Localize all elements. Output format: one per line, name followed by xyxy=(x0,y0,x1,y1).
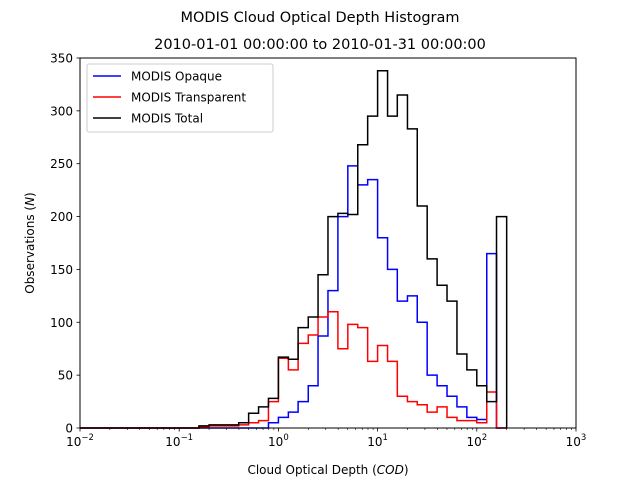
y-tick-label: 250 xyxy=(50,157,73,171)
x-axis-label: Cloud Optical Depth (COD) xyxy=(247,463,408,477)
y-tick-label: 100 xyxy=(50,316,73,330)
y-tick-label: 350 xyxy=(50,52,73,66)
y-axis-label: Observations (N) xyxy=(23,192,37,294)
series-line-1 xyxy=(80,165,507,429)
chart-title: MODIS Cloud Optical Depth Histogram xyxy=(180,10,459,26)
legend-label: MODIS Total xyxy=(131,112,203,126)
legend-frame xyxy=(86,63,274,133)
series-line-2 xyxy=(80,310,507,429)
x-tick-label: 100 xyxy=(268,433,289,449)
chart-subtitle: 2010-01-01 00:00:00 to 2010-01-31 00:00:… xyxy=(154,37,486,53)
x-tick-label: 103 xyxy=(566,433,587,449)
y-tick-label: 200 xyxy=(50,210,73,224)
x-tick-label: 101 xyxy=(367,433,388,449)
x-tick-label: 10−2 xyxy=(66,433,94,449)
x-tick-label: 102 xyxy=(466,433,487,449)
y-tick-label: 150 xyxy=(50,263,73,277)
y-tick-label: 300 xyxy=(50,104,73,118)
y-tick-label: 50 xyxy=(58,369,73,383)
plot-frame xyxy=(79,57,577,429)
legend-label: MODIS Opaque xyxy=(131,70,222,84)
x-tick-label: 10−1 xyxy=(165,433,193,449)
legend-label: MODIS Transparent xyxy=(131,91,246,105)
y-tick-label: 0 xyxy=(65,422,73,436)
legend: MODIS Opaque MODIS Transparent MODIS Total xyxy=(86,63,274,133)
